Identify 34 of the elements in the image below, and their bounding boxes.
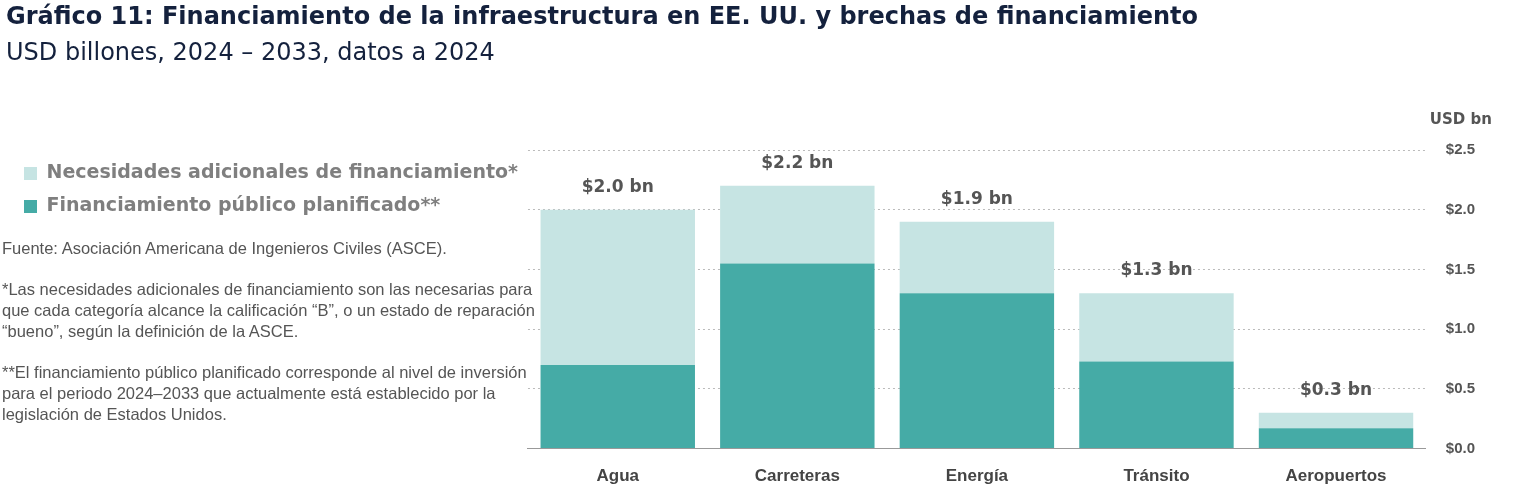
bar (1258, 428, 1414, 449)
bar (1079, 361, 1234, 449)
annotation: *Las necesidades adicionales de financiamiento son las necesarias para que cada categoría alcance la calificación “B”, o un estado de reparación “bueno”, según la definición de la ASCE. (2, 279, 536, 342)
y-tick-label: $1.0 (1445, 319, 1476, 337)
bar (540, 209, 695, 365)
total-label: $2.0 bn (581, 175, 654, 196)
y-tick-label: $2.5 (1445, 140, 1476, 158)
total-label: $1.3 bn (1120, 259, 1193, 280)
legend-label: Necesidades adicionales de financiamiento* (46, 160, 519, 183)
text: USD billones, 2024 – 2033, datos a 2024 (6, 38, 495, 66)
y-tick-label: $2.0 (1445, 199, 1476, 217)
bar (1079, 293, 1234, 362)
total-label: $0.3 bn (1299, 378, 1373, 399)
x-tick-label: Aeropuertos (1285, 466, 1387, 486)
bar (720, 263, 875, 449)
y-tick-label: $0.5 (1445, 379, 1476, 397)
y-axis-title: USD bn (1429, 110, 1492, 129)
x-tick-label: Energía (945, 466, 1009, 486)
text: **El financiamiento público planificado corresponde al nivel de inversión para el periodo 2024–2033 que actualmente está establecido por la legislación de Estados Unidos. (2, 362, 528, 425)
x-tick-label: Agua (596, 466, 640, 486)
total-label: $2.2 bn (761, 151, 834, 172)
legend-label: Financiamiento público planificado** (46, 193, 441, 216)
total-label: $1.9 bn (940, 187, 1013, 208)
bar (540, 364, 695, 449)
bar (899, 293, 1055, 449)
bar (899, 221, 1055, 294)
source-note: Fuente: Asociación Americana de Ingenieros Civiles (ASCE). (2, 238, 448, 259)
bar (720, 185, 875, 264)
y-tick-label: $0.0 (1445, 438, 1476, 456)
x-tick-label: Carreteras (754, 466, 840, 486)
x-tick-label: Tránsito (1123, 466, 1190, 486)
y-tick-label: $1.5 (1445, 259, 1476, 277)
bar (1258, 412, 1414, 429)
chart-title: Gráfico 11: Financiamiento de la infraestructura en EE. UU. y brechas de financiamiento (6, 2, 1199, 30)
